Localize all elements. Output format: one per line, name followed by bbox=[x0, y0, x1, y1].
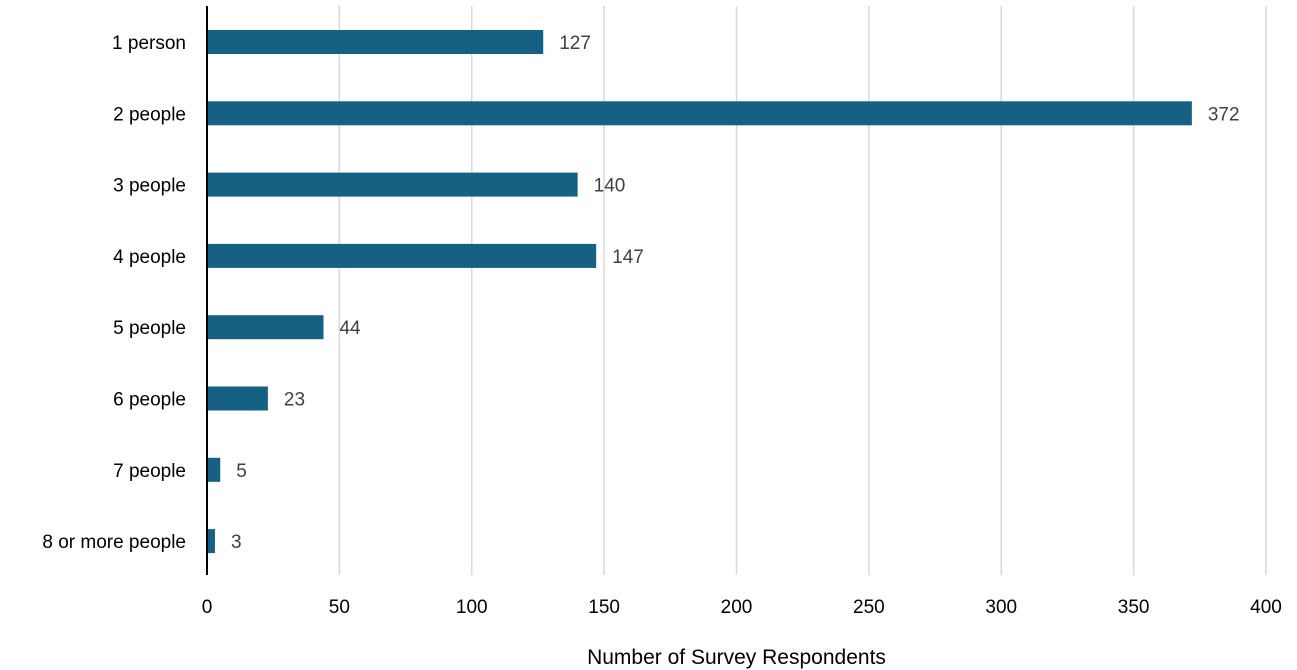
data-label: 5 bbox=[236, 461, 247, 482]
x-axis-title: Number of Survey Respondents bbox=[587, 646, 886, 669]
x-tick-label: 50 bbox=[329, 597, 350, 618]
data-label: 3 bbox=[231, 532, 242, 553]
bars bbox=[207, 30, 1192, 554]
category-label: 2 people bbox=[113, 104, 186, 125]
category-label: 1 person bbox=[112, 33, 186, 54]
category-label: 8 or more people bbox=[42, 532, 186, 553]
bar bbox=[207, 101, 1192, 126]
data-label: 127 bbox=[559, 33, 591, 54]
data-label: 147 bbox=[612, 247, 644, 268]
data-label: 23 bbox=[284, 390, 305, 411]
data-label: 44 bbox=[339, 318, 361, 339]
x-tick-label: 350 bbox=[1118, 597, 1150, 618]
category-label: 5 people bbox=[113, 318, 186, 339]
bar bbox=[207, 457, 221, 482]
x-tick-label: 200 bbox=[721, 597, 753, 618]
x-tick-label: 100 bbox=[456, 597, 488, 618]
x-tick-label: 250 bbox=[853, 597, 885, 618]
data-label: 372 bbox=[1208, 104, 1240, 125]
labels: 0 50 100 150 200 250 300 350 400 1 person 127 2 peo… bbox=[42, 33, 1282, 618]
x-tick-label: 0 bbox=[202, 597, 213, 618]
bar bbox=[207, 30, 544, 54]
x-tick-label: 150 bbox=[588, 597, 620, 618]
gridlines bbox=[338, 6, 1267, 575]
bar bbox=[207, 529, 215, 554]
x-tick-label: 400 bbox=[1250, 597, 1282, 618]
bar bbox=[207, 243, 597, 268]
data-label: 140 bbox=[594, 176, 626, 197]
bar bbox=[207, 172, 578, 197]
category-label: 4 people bbox=[113, 247, 186, 268]
x-tick-label: 300 bbox=[985, 597, 1017, 618]
category-label: 3 people bbox=[113, 176, 186, 197]
category-label: 6 people bbox=[113, 390, 186, 411]
bar bbox=[207, 386, 268, 411]
category-label: 7 people bbox=[113, 461, 186, 482]
bar bbox=[207, 315, 324, 340]
